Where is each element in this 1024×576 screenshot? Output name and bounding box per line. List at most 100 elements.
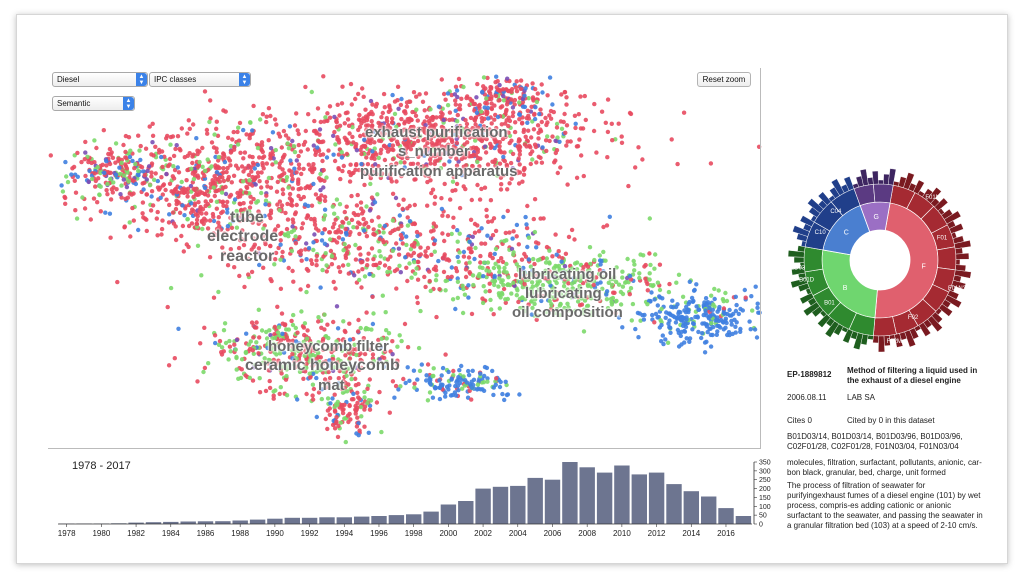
- data-point[interactable]: [177, 210, 183, 215]
- data-point[interactable]: [110, 155, 116, 160]
- data-point[interactable]: [636, 145, 641, 150]
- data-point[interactable]: [501, 173, 506, 178]
- data-point[interactable]: [301, 325, 307, 330]
- data-point[interactable]: [395, 362, 400, 368]
- data-point[interactable]: [723, 290, 728, 296]
- data-point[interactable]: [369, 195, 375, 200]
- data-point[interactable]: [594, 150, 599, 155]
- data-point[interactable]: [166, 163, 171, 169]
- data-point[interactable]: [136, 133, 141, 138]
- data-point[interactable]: [497, 306, 502, 311]
- data-point[interactable]: [537, 111, 542, 117]
- data-point[interactable]: [453, 393, 459, 398]
- data-point[interactable]: [609, 121, 614, 126]
- data-point[interactable]: [466, 246, 472, 251]
- histogram-bar[interactable]: [683, 491, 699, 524]
- data-point[interactable]: [715, 329, 720, 334]
- data-point[interactable]: [264, 193, 269, 198]
- data-point[interactable]: [530, 95, 536, 100]
- data-point[interactable]: [266, 138, 271, 143]
- data-point[interactable]: [155, 233, 160, 238]
- data-point[interactable]: [525, 244, 530, 250]
- data-point[interactable]: [247, 133, 253, 138]
- data-point[interactable]: [386, 331, 392, 336]
- data-point[interactable]: [287, 338, 292, 344]
- data-point[interactable]: [290, 186, 295, 191]
- data-point[interactable]: [709, 321, 714, 326]
- data-point[interactable]: [279, 203, 285, 208]
- data-point[interactable]: [638, 252, 643, 257]
- data-point[interactable]: [293, 241, 299, 246]
- data-point[interactable]: [493, 93, 499, 99]
- data-point[interactable]: [272, 117, 278, 122]
- data-point[interactable]: [272, 335, 278, 341]
- data-point[interactable]: [221, 178, 227, 184]
- data-point[interactable]: [425, 141, 430, 146]
- data-point[interactable]: [636, 335, 641, 340]
- data-point[interactable]: [660, 333, 665, 338]
- histogram-bar[interactable]: [735, 516, 752, 524]
- data-point[interactable]: [321, 74, 326, 79]
- data-point[interactable]: [562, 111, 567, 117]
- data-point[interactable]: [218, 227, 224, 232]
- data-point[interactable]: [463, 267, 469, 272]
- data-point[interactable]: [704, 303, 709, 308]
- data-point[interactable]: [356, 269, 361, 274]
- data-point[interactable]: [231, 173, 237, 178]
- data-point[interactable]: [517, 112, 522, 117]
- data-point[interactable]: [238, 150, 243, 155]
- data-point[interactable]: [620, 284, 626, 289]
- data-point[interactable]: [665, 340, 671, 345]
- data-point[interactable]: [351, 225, 356, 230]
- data-point[interactable]: [179, 233, 184, 239]
- data-point[interactable]: [551, 311, 557, 316]
- data-point[interactable]: [367, 132, 372, 137]
- data-point[interactable]: [293, 234, 298, 239]
- data-point[interactable]: [484, 96, 489, 101]
- data-point[interactable]: [478, 253, 483, 259]
- data-point[interactable]: [743, 295, 748, 300]
- data-point[interactable]: [344, 373, 349, 378]
- data-point[interactable]: [490, 233, 496, 238]
- histogram-bar[interactable]: [614, 465, 630, 525]
- data-point[interactable]: [554, 148, 560, 153]
- data-point[interactable]: [320, 231, 325, 236]
- histogram-bar[interactable]: [631, 474, 647, 524]
- data-point[interactable]: [456, 76, 462, 82]
- data-point[interactable]: [443, 150, 448, 156]
- data-point[interactable]: [107, 161, 113, 167]
- data-point[interactable]: [174, 190, 180, 195]
- data-point[interactable]: [404, 104, 410, 109]
- data-point[interactable]: [331, 319, 336, 325]
- data-point[interactable]: [507, 230, 512, 235]
- data-point[interactable]: [411, 368, 417, 373]
- data-point[interactable]: [117, 171, 123, 177]
- data-point[interactable]: [257, 179, 262, 184]
- data-point[interactable]: [268, 156, 273, 161]
- data-point[interactable]: [482, 373, 487, 379]
- data-point[interactable]: [304, 361, 309, 367]
- data-point[interactable]: [271, 396, 276, 401]
- data-point[interactable]: [326, 335, 331, 341]
- histogram-bar[interactable]: [701, 496, 717, 525]
- data-point[interactable]: [504, 270, 509, 275]
- data-point[interactable]: [122, 224, 128, 229]
- data-point[interactable]: [229, 180, 234, 185]
- data-point[interactable]: [469, 197, 474, 203]
- data-point[interactable]: [284, 175, 290, 180]
- data-point[interactable]: [359, 161, 364, 167]
- data-point[interactable]: [437, 378, 442, 383]
- data-point[interactable]: [714, 332, 719, 337]
- data-point[interactable]: [466, 131, 471, 137]
- data-point[interactable]: [322, 227, 328, 232]
- data-point[interactable]: [206, 361, 211, 366]
- data-point[interactable]: [367, 407, 373, 412]
- data-point[interactable]: [228, 150, 234, 155]
- data-point[interactable]: [518, 78, 524, 83]
- data-point[interactable]: [547, 280, 552, 285]
- data-point[interactable]: [534, 160, 539, 165]
- data-point[interactable]: [176, 326, 181, 331]
- data-point[interactable]: [309, 345, 315, 351]
- data-point[interactable]: [475, 149, 480, 155]
